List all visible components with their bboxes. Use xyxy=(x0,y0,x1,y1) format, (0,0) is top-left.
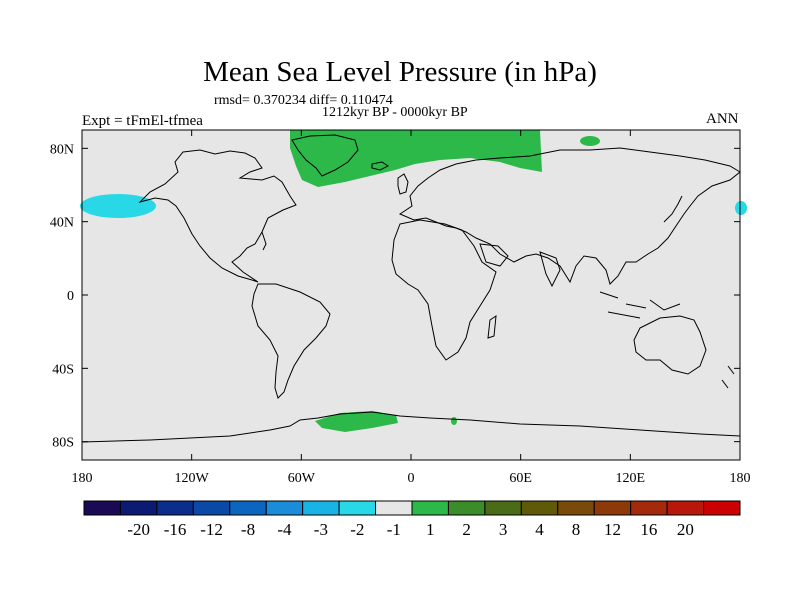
colorbar-label: -16 xyxy=(164,520,187,539)
lon-label: 0 xyxy=(408,471,415,486)
colorbar-label: 4 xyxy=(535,520,544,539)
lon-label: 180 xyxy=(72,471,93,486)
season-label: ANN xyxy=(706,111,739,127)
coastline-greenland xyxy=(291,134,359,177)
coastline-antarctica xyxy=(81,411,741,443)
colorbar-label: -20 xyxy=(127,520,150,539)
arctic-positive-anomaly-small xyxy=(580,136,600,146)
colorbar-swatch xyxy=(411,500,449,516)
north-pacific-negative-anomaly xyxy=(80,194,156,218)
lon-label: 120W xyxy=(175,471,210,486)
latitude-labels: 80N 40N 0 40S 80S xyxy=(50,142,74,450)
coastlines xyxy=(81,134,741,443)
map-border xyxy=(81,129,741,461)
colorbar-swatch xyxy=(302,500,340,516)
colorbar-swatch xyxy=(484,500,522,516)
anomaly-shading xyxy=(80,130,747,432)
coastline-iceland xyxy=(371,161,389,171)
antarctic-positive-anomaly-small xyxy=(451,417,457,425)
lon-label: 60E xyxy=(509,471,532,486)
colorbar-swatch xyxy=(229,500,267,516)
greenland-arctic-positive-anomaly xyxy=(290,130,542,187)
colorbar-label: 16 xyxy=(640,520,657,539)
colorbar-swatch xyxy=(703,500,741,516)
lat-label: 80S xyxy=(52,436,74,451)
chart-title: Mean Sea Level Pressure (in hPa) xyxy=(203,56,597,88)
lat-label: 80N xyxy=(50,142,74,157)
colorbar xyxy=(83,500,741,516)
colorbar-label: 12 xyxy=(604,520,621,539)
colorbar-swatch xyxy=(557,500,595,516)
colorbar-label: -4 xyxy=(277,520,292,539)
colorbar-label: 1 xyxy=(426,520,435,539)
coastline-florida xyxy=(261,231,267,251)
colorbar-label: -1 xyxy=(387,520,401,539)
colorbar-swatch xyxy=(83,500,121,516)
coastline-europe-asia xyxy=(398,147,741,285)
colorbar-label: -8 xyxy=(241,520,255,539)
coastline-madagascar xyxy=(487,314,497,339)
coastline-india xyxy=(539,251,561,288)
colorbar-swatch xyxy=(338,500,377,516)
coastline-south-america xyxy=(251,283,331,399)
colorbar-label: -12 xyxy=(200,520,223,539)
coastline-arabia xyxy=(479,243,509,267)
colorbar-swatch xyxy=(630,500,668,516)
coastline-new-zealand xyxy=(721,365,735,389)
colorbar-label: 2 xyxy=(462,520,471,539)
colorbar-swatch xyxy=(593,500,632,516)
lon-label: 120E xyxy=(616,471,646,486)
lat-label: 40S xyxy=(52,362,74,377)
colorbar-swatch xyxy=(119,500,158,516)
map-background xyxy=(82,130,740,460)
colorbar-label: 3 xyxy=(499,520,508,539)
lat-label: 40N xyxy=(50,216,74,231)
longitude-labels: 180 120W 60W 0 60E 120E 180 xyxy=(72,471,751,486)
colorbar-swatch xyxy=(265,500,304,516)
time-period-label: 1212kyr BP - 0000kyr BP xyxy=(322,105,468,120)
colorbar-swatch xyxy=(156,500,194,516)
coastline-japan xyxy=(663,195,683,223)
coastline-australia xyxy=(633,315,707,375)
colorbar-swatch xyxy=(666,500,705,516)
colorbar-swatch xyxy=(375,500,413,516)
colorbar-label: -3 xyxy=(314,520,328,539)
weddell-sea-positive-anomaly xyxy=(315,411,398,432)
north-pacific-negative-anomaly-east xyxy=(735,201,747,215)
colorbar-swatch xyxy=(520,500,559,516)
lon-label: 60W xyxy=(288,471,316,486)
rmsd-diff-stats: rmsd= 0.370234 diff= 0.110474 xyxy=(214,93,393,108)
colorbar-label: 20 xyxy=(677,520,694,539)
colorbar-swatch xyxy=(192,500,231,516)
coastline-indonesia xyxy=(599,291,681,319)
coastline-uk xyxy=(397,173,409,195)
lat-label: 0 xyxy=(67,289,74,304)
colorbar-labels: -20 -16 -12 -8 -4 -3 -2 -1 1 2 3 4 8 12 16 20 xyxy=(127,520,694,539)
colorbar-swatch xyxy=(447,500,486,516)
colorbar-label: -2 xyxy=(350,520,364,539)
coastline-north-america xyxy=(138,149,297,283)
experiment-label: Expt = tFmEl-tfmea xyxy=(82,113,203,129)
coastline-africa xyxy=(391,219,497,361)
colorbar-label: 8 xyxy=(572,520,581,539)
lon-label: 180 xyxy=(730,471,751,486)
